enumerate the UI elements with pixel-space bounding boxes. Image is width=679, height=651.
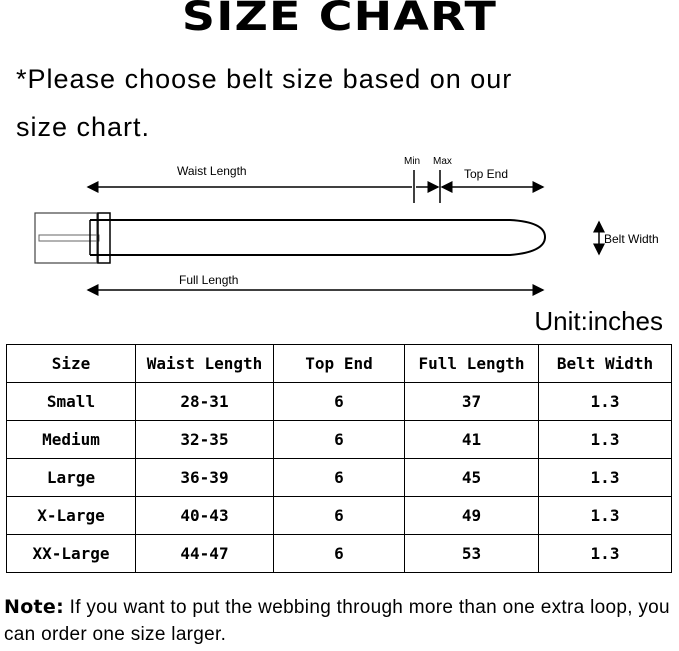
note-label: Note: [4,596,65,618]
table-cell: 45 [404,458,539,497]
table-cell: 49 [404,496,539,535]
header-waist-length: Waist Length [135,344,274,383]
table-cell: 41 [404,420,539,459]
size-table: Size Waist Length Top End Full Length Be… [6,344,672,573]
waist-length-label: Waist Length [177,164,247,178]
table-cell: 6 [273,420,405,459]
table-row: Medium 32-35 6 41 1.3 [6,420,672,459]
header-top-end: Top End [273,344,405,383]
table-cell: 1.3 [538,382,672,421]
table-row: XX-Large 44-47 6 53 1.3 [6,534,672,573]
table-cell: 37 [404,382,539,421]
table-cell: 6 [273,496,405,535]
table-cell: 6 [273,382,405,421]
table-cell: 40-43 [135,496,274,535]
instruction-line-2: size chart. [16,112,151,142]
table-cell: 1.3 [538,420,672,459]
unit-label: Unit:inches [534,306,663,336]
full-length-label: Full Length [179,273,239,287]
table-cell: XX-Large [6,534,136,573]
header-belt-width: Belt Width [538,344,672,383]
note: Note: If you want to put the webbing thr… [4,594,679,648]
table-cell: 32-35 [135,420,274,459]
table-cell: Medium [6,420,136,459]
table-header: Size Waist Length Top End Full Length Be… [6,344,672,383]
belt-diagram [34,170,605,296]
table-cell: 6 [273,534,405,573]
note-text: If you want to put the webbing through m… [4,597,670,645]
max-label: Max [433,156,452,167]
table-row: X-Large 40-43 6 49 1.3 [6,496,672,535]
belt-shape [34,212,547,264]
top-end-label: Top End [464,167,509,181]
table-cell: 53 [404,534,539,573]
table-cell: Small [6,382,136,421]
table-cell: 1.3 [538,458,672,497]
page-title: SIZE CHART [181,0,498,40]
belt-width-label: Belt Width [604,232,659,246]
table-cell: Large [6,458,136,497]
table-cell: 44-47 [135,534,274,573]
table-cell: 28-31 [135,382,274,421]
table-row: Large 36-39 6 45 1.3 [6,458,672,497]
instruction-line-1: *Please choose belt size based on our [16,64,513,94]
min-label: Min [404,156,421,167]
header-size: Size [6,344,136,383]
table-cell: 1.3 [538,496,672,535]
table-cell: 6 [273,458,405,497]
table-cell: X-Large [6,496,136,535]
table-cell: 36-39 [135,458,274,497]
table-cell: 1.3 [538,534,672,573]
table-row: Small 28-31 6 37 1.3 [6,382,672,421]
header-full-length: Full Length [404,344,539,383]
buckle [34,212,98,264]
